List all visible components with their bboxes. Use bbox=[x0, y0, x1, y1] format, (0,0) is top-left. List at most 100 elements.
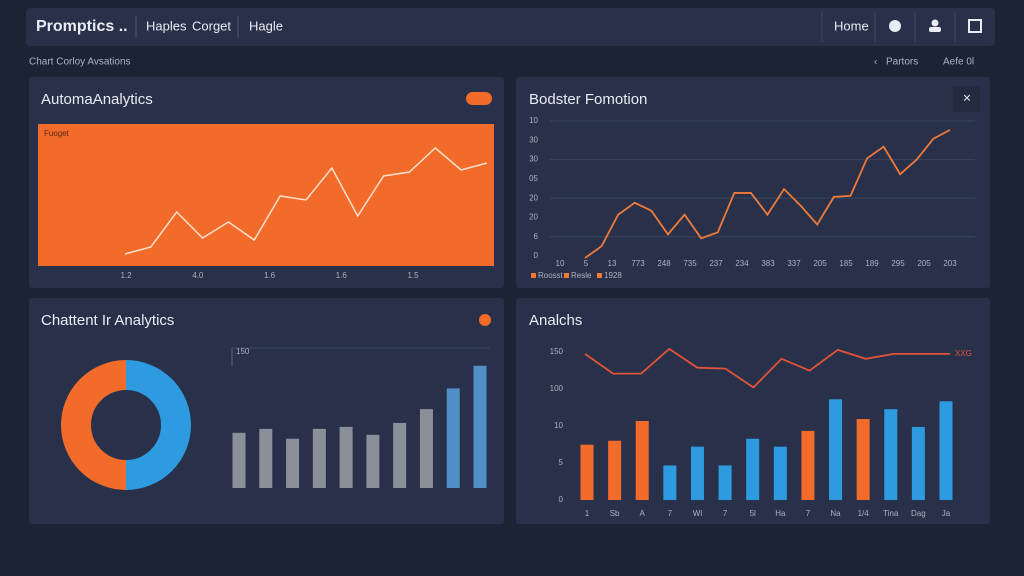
y-tick-label: 20 bbox=[529, 193, 538, 202]
bar bbox=[419, 409, 433, 488]
y-tick-label: 5 bbox=[559, 458, 564, 467]
x-tick-label: 203 bbox=[943, 259, 957, 268]
status-dot bbox=[479, 314, 491, 326]
bar bbox=[580, 444, 594, 500]
panel-title: Chattent Ir Analytics bbox=[41, 312, 174, 329]
bar bbox=[746, 438, 760, 500]
line-label: XXG bbox=[955, 349, 972, 358]
x-tick-label: 10 bbox=[556, 259, 565, 268]
panel bbox=[516, 77, 990, 288]
settings-icon[interactable] bbox=[889, 20, 901, 32]
y-tick-label: 05 bbox=[529, 174, 538, 183]
bar bbox=[608, 440, 622, 500]
y-tick-label: 30 bbox=[529, 135, 538, 144]
panel-title: Analchs bbox=[529, 312, 582, 329]
bar bbox=[939, 401, 953, 500]
user-icon-body bbox=[929, 27, 941, 32]
y-tick-label: 150 bbox=[550, 347, 564, 356]
breadcrumb-link[interactable]: Aefe 0l bbox=[943, 57, 974, 68]
bar bbox=[339, 426, 353, 488]
user-icon[interactable] bbox=[931, 19, 939, 27]
bar bbox=[773, 446, 787, 500]
bar bbox=[446, 388, 460, 488]
chart-label: Fuoget bbox=[44, 129, 70, 138]
x-tick-label: 5l bbox=[750, 509, 756, 518]
close-button[interactable] bbox=[953, 86, 980, 112]
grid-icon[interactable] bbox=[968, 19, 982, 33]
x-tick-label: 7 bbox=[723, 509, 728, 518]
legend-swatch bbox=[597, 273, 602, 278]
axis-label: 150 bbox=[236, 347, 250, 356]
x-tick-label: Dag bbox=[911, 509, 926, 518]
x-tick-label: 13 bbox=[608, 259, 617, 268]
x-tick-label: 735 bbox=[683, 259, 697, 268]
x-tick-label: 248 bbox=[657, 259, 671, 268]
legend-label: 1928 bbox=[604, 271, 622, 280]
x-tick-label: Ja bbox=[942, 509, 951, 518]
x-tick-label: 5 bbox=[584, 259, 589, 268]
x-tick-label: 1 bbox=[585, 509, 590, 518]
donut-slice bbox=[61, 360, 127, 490]
bar bbox=[690, 446, 704, 500]
legend-swatch bbox=[531, 273, 536, 278]
x-tick-label: 337 bbox=[787, 259, 801, 268]
x-tick-label: Tina bbox=[883, 509, 899, 518]
x-tick-label: Sb bbox=[610, 509, 620, 518]
x-tick-label: Na bbox=[830, 509, 841, 518]
x-tick-label: 1/4 bbox=[858, 509, 870, 518]
navbar bbox=[26, 8, 995, 46]
bar bbox=[366, 434, 380, 488]
area-background bbox=[38, 124, 494, 266]
x-tick-label: 1.6 bbox=[264, 271, 276, 280]
line bbox=[124, 146, 488, 255]
bar bbox=[635, 421, 649, 500]
x-tick-label: 383 bbox=[761, 259, 775, 268]
nav-link[interactable]: Hagle bbox=[249, 18, 283, 33]
x-tick-label: 189 bbox=[865, 259, 879, 268]
x-tick-label: 295 bbox=[891, 259, 905, 268]
nav-home[interactable]: Home bbox=[834, 18, 869, 33]
x-tick-label: 185 bbox=[839, 259, 853, 268]
nav-link[interactable]: Haples bbox=[146, 18, 187, 33]
panel-title: AutomaAnalytics bbox=[41, 91, 153, 108]
x-tick-label: Ha bbox=[775, 509, 786, 518]
bar bbox=[312, 428, 326, 488]
breadcrumb-link[interactable]: Partors bbox=[886, 57, 918, 68]
y-tick-label: 30 bbox=[529, 155, 538, 164]
line bbox=[584, 129, 951, 259]
y-tick-label: 0 bbox=[534, 251, 539, 260]
bar bbox=[718, 465, 732, 500]
badge[interactable] bbox=[466, 92, 492, 105]
bar bbox=[663, 465, 677, 500]
breadcrumb: Chart Corloy Avsations bbox=[29, 57, 131, 68]
line bbox=[584, 347, 950, 389]
bar bbox=[801, 430, 815, 500]
bar bbox=[393, 422, 407, 488]
donut-slice bbox=[125, 360, 191, 490]
panel-title: Bodster Fomotion bbox=[529, 91, 647, 108]
y-tick-label: 100 bbox=[550, 384, 564, 393]
bar bbox=[232, 432, 246, 488]
close-icon: × bbox=[963, 90, 971, 106]
x-tick-label: 773 bbox=[631, 259, 645, 268]
brand[interactable]: Promptics .. bbox=[36, 18, 128, 35]
x-tick-label: 7 bbox=[806, 509, 811, 518]
x-tick-label: 1.2 bbox=[120, 271, 132, 280]
bar bbox=[884, 409, 898, 500]
nav-link[interactable]: Corget bbox=[192, 18, 231, 33]
x-tick-label: 205 bbox=[917, 259, 931, 268]
bar bbox=[856, 419, 870, 500]
x-tick-label: 1.5 bbox=[407, 271, 419, 280]
panel bbox=[516, 298, 990, 524]
legend-swatch bbox=[564, 273, 569, 278]
y-tick-label: 20 bbox=[529, 213, 538, 222]
y-tick-label: 10 bbox=[529, 116, 538, 125]
x-tick-label: 205 bbox=[813, 259, 827, 268]
y-tick-label: 10 bbox=[554, 421, 563, 430]
x-tick-label: 7 bbox=[668, 509, 673, 518]
x-tick-label: 234 bbox=[735, 259, 749, 268]
chevron[interactable]: ‹ bbox=[874, 57, 877, 68]
x-tick-label: Wl bbox=[693, 509, 703, 518]
bar bbox=[259, 428, 273, 488]
